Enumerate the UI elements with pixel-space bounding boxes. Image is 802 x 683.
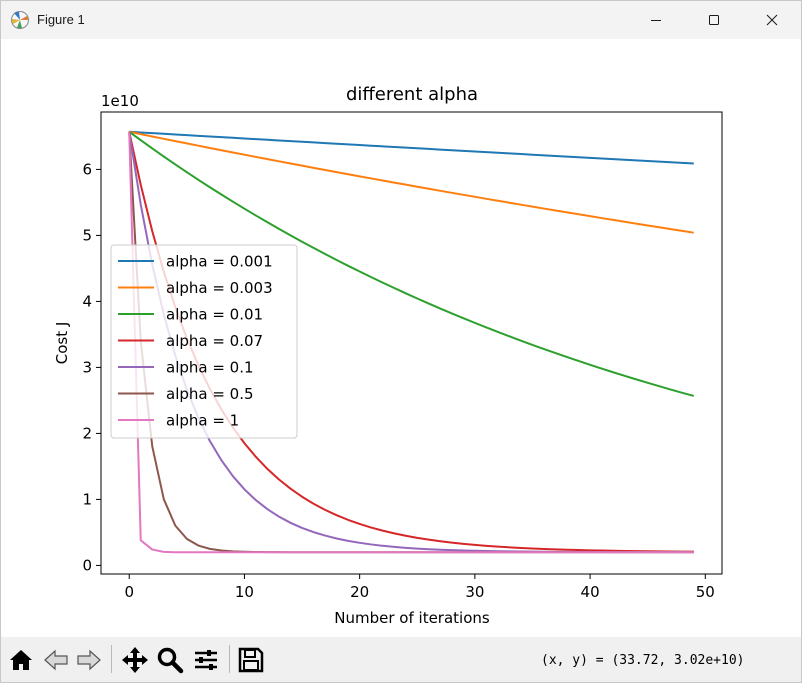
configure-subplots-button[interactable] (190, 644, 222, 676)
x-tick-label: 10 (235, 583, 254, 601)
forward-button[interactable] (73, 644, 105, 676)
y-tick-label: 3 (82, 358, 92, 376)
plot-lines (128, 130, 695, 554)
title-bar: Figure 1 (1, 1, 801, 39)
y-axis-label: Cost J (53, 322, 71, 365)
figure-canvas[interactable]: different alpha 1e10 0 10 20 30 40 50 0 1 2 3 4 5 6… (1, 39, 801, 637)
y-tick-label: 0 (82, 556, 92, 574)
navigation-toolbar (1, 637, 801, 682)
series-line-0 (129, 130, 694, 165)
minimize-button[interactable] (627, 1, 685, 39)
legend-label: alpha = 0.1 (166, 359, 254, 377)
home-icon (10, 650, 32, 670)
zoom-icon (157, 647, 184, 674)
toolbar-separator (229, 645, 230, 673)
matplotlib-app-icon (11, 11, 29, 29)
back-button[interactable] (40, 644, 72, 676)
legend-label: alpha = 0.07 (166, 332, 263, 350)
chart-title: different alpha (346, 84, 478, 105)
toolbar-separator (111, 645, 112, 673)
back-icon (44, 649, 68, 671)
series-line-1 (129, 130, 694, 234)
y-tick-label: 5 (82, 226, 92, 244)
pan-icon (122, 647, 148, 673)
minimize-icon (651, 20, 661, 21)
window-title: Figure 1 (37, 12, 85, 27)
x-axis-label: Number of iterations (334, 609, 490, 627)
line-chart: different alpha 1e10 0 10 20 30 40 50 0 1 2 3 4 5 6… (53, 84, 723, 627)
y-tick-label: 4 (82, 292, 92, 310)
legend-label: alpha = 0.001 (166, 253, 273, 271)
zoom-button[interactable] (154, 644, 186, 676)
legend-label: alpha = 1 (166, 412, 239, 430)
x-axis: 0 10 20 30 40 50 (124, 574, 715, 601)
x-tick-label: 50 (696, 583, 715, 601)
legend: alpha = 0.001 alpha = 0.003 alpha = 0.01 al… (110, 244, 298, 439)
series-line-6 (128, 131, 694, 554)
x-tick-label: 0 (124, 583, 134, 601)
series-line-2 (128, 130, 695, 397)
legend-label: alpha = 0.01 (166, 306, 263, 324)
legend-label: alpha = 0.003 (166, 279, 273, 297)
save-button[interactable] (235, 644, 267, 676)
legend-label: alpha = 0.5 (166, 385, 254, 403)
x-tick-label: 30 (465, 583, 484, 601)
close-icon (766, 14, 778, 26)
close-button[interactable] (743, 1, 801, 39)
y-tick-label: 2 (82, 424, 92, 442)
y-axis: 0 1 2 3 4 5 6 (82, 160, 101, 574)
axes-frame (100, 111, 723, 575)
forward-icon (77, 649, 101, 671)
configure-subplots-icon (195, 650, 217, 670)
maximize-icon (709, 15, 719, 25)
y-tick-label: 1 (82, 490, 92, 508)
x-tick-label: 20 (350, 583, 369, 601)
save-icon (238, 647, 264, 673)
maximize-button[interactable] (685, 1, 743, 39)
y-offset-label: 1e10 (101, 92, 139, 110)
y-tick-label: 6 (82, 160, 92, 178)
cursor-coordinates: (x, y) = (33.72, 3.02e+10) (541, 653, 745, 668)
pan-button[interactable] (119, 644, 151, 676)
legend-box (110, 244, 298, 439)
x-tick-label: 40 (581, 583, 600, 601)
home-button[interactable] (5, 644, 37, 676)
